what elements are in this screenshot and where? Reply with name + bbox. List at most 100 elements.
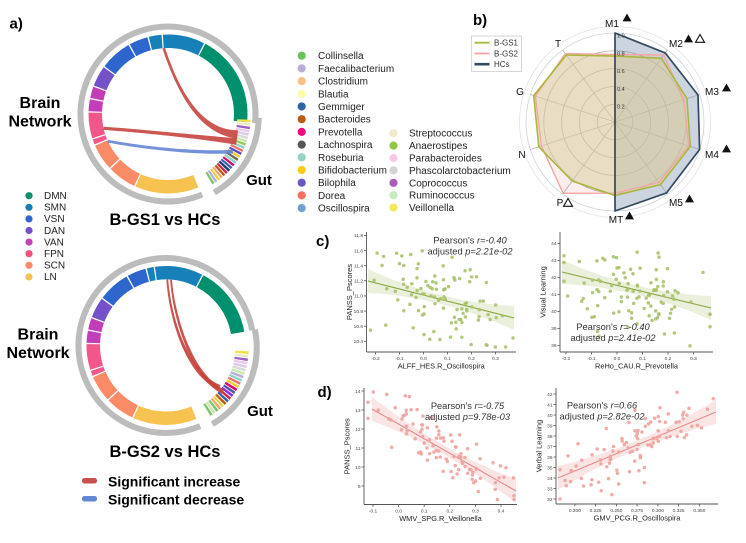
svg-text:Anaerostipes: Anaerostipes [409,141,467,152]
svg-text:40: 40 [547,413,553,419]
svg-text:42: 42 [551,275,557,281]
svg-text:44: 44 [551,241,557,247]
svg-text:Prevotella: Prevotella [318,127,363,138]
svg-text:0.250: 0.250 [610,508,622,514]
svg-text:SCN: SCN [44,261,65,272]
svg-text:Streptococcus: Streptococcus [409,129,472,140]
svg-text:Gemmiger: Gemmiger [318,102,365,113]
svg-text:B-GS1: B-GS1 [494,39,519,48]
svg-text:Coprococcus: Coprococcus [409,178,467,189]
svg-text:Oscillospira: Oscillospira [318,204,370,215]
svg-text:0.1: 0.1 [639,356,646,362]
svg-text:11: 11 [356,446,361,452]
svg-text:MT: MT [609,215,623,226]
svg-text:adjusted p=2.41e-02: adjusted p=2.41e-02 [570,333,656,343]
svg-text:Roseburia: Roseburia [318,153,364,164]
svg-text:c): c) [316,233,329,250]
svg-text:0.325: 0.325 [673,508,685,514]
svg-text:0.0: 0.0 [420,356,427,362]
svg-text:Clostridium: Clostridium [318,77,368,88]
svg-text:PANSS_Pscores: PANSS_Pscores [345,264,354,320]
svg-text:M1: M1 [605,19,619,30]
svg-text:-0.1: -0.1 [395,356,404,362]
svg-text:37: 37 [547,444,553,450]
svg-text:1.0: 1.0 [617,34,625,40]
svg-text:38: 38 [551,343,557,349]
svg-text:35: 35 [547,465,553,471]
svg-text:M3: M3 [705,87,719,98]
svg-text:10.4: 10.4 [354,339,364,345]
svg-text:0.6: 0.6 [617,69,625,75]
svg-text:0.3: 0.3 [690,356,697,362]
svg-text:T: T [555,39,561,50]
svg-text:10: 10 [355,465,361,471]
svg-text:G: G [516,87,524,98]
svg-text:36: 36 [547,455,553,461]
svg-text:0.0: 0.0 [614,356,621,362]
svg-text:Visual Learning: Visual Learning [539,266,548,318]
svg-text:0.4: 0.4 [498,509,505,515]
svg-text:M4: M4 [705,150,719,161]
svg-text:adjusted p=2.21e-02: adjusted p=2.21e-02 [427,247,513,257]
svg-text:Pearson's r=-0.40: Pearson's r=-0.40 [576,322,650,332]
svg-text:Blautia: Blautia [318,89,349,100]
svg-text:Network: Network [6,345,69,362]
svg-text:41: 41 [551,292,557,298]
svg-text:0.3: 0.3 [472,509,479,515]
svg-text:Significant increase: Significant increase [108,474,240,490]
svg-text:Lachnospira: Lachnospira [318,140,373,151]
svg-text:VSN: VSN [44,214,65,225]
svg-text:SMN: SMN [44,203,66,214]
svg-text:0.1: 0.1 [421,509,428,515]
svg-text:0.350: 0.350 [693,508,705,514]
svg-text:33: 33 [547,486,553,492]
svg-text:LN: LN [44,272,57,283]
svg-text:11.8: 11.8 [354,233,363,239]
svg-text:11.4: 11.4 [354,263,363,269]
svg-text:Network: Network [8,114,71,131]
svg-text:0.225: 0.225 [590,508,602,514]
svg-text:0.2: 0.2 [617,105,625,111]
svg-text:Pearson's r=0.66: Pearson's r=0.66 [567,401,638,411]
svg-text:-0.1: -0.1 [587,356,596,362]
svg-text:Collinsella: Collinsella [318,51,364,62]
svg-text:Verbal Learning: Verbal Learning [535,420,544,473]
svg-text:10.8: 10.8 [354,309,364,315]
svg-text:WMV_SPG.R_Veillonella: WMV_SPG.R_Veillonella [399,514,482,523]
svg-text:M2: M2 [669,39,683,50]
svg-text:Phascolarctobacterium: Phascolarctobacterium [409,166,511,177]
svg-text:Gut: Gut [247,403,273,420]
svg-text:GMV_PCG.R_Oscillospira: GMV_PCG.R_Oscillospira [594,514,682,523]
svg-text:0.8: 0.8 [617,51,625,57]
svg-text:0.4: 0.4 [617,87,625,93]
svg-text:-0.2: -0.2 [562,356,571,362]
svg-text:-0.2: -0.2 [371,356,380,362]
svg-text:34: 34 [547,476,553,482]
svg-text:0.0: 0.0 [395,509,402,515]
svg-text:d): d) [318,384,332,401]
svg-text:Dorea: Dorea [318,191,346,202]
svg-text:Bilophila: Bilophila [318,178,356,189]
svg-text:Parabacteroides: Parabacteroides [409,154,482,165]
svg-text:41: 41 [547,402,553,408]
svg-text:DMN: DMN [44,191,67,202]
svg-text:0.2: 0.2 [468,356,475,362]
svg-text:b): b) [473,12,487,29]
svg-text:0.1: 0.1 [444,356,451,362]
svg-text:14: 14 [355,389,361,395]
svg-text:B-GS2: B-GS2 [494,49,519,58]
svg-text:B-GS1 vs HCs: B-GS1 vs HCs [110,211,221,229]
svg-text:0.2: 0.2 [446,509,453,515]
svg-text:32: 32 [547,497,553,503]
svg-text:0.300: 0.300 [652,508,664,514]
svg-text:a): a) [10,16,23,33]
svg-text:ALFF_HES.R_Oscillospira: ALFF_HES.R_Oscillospira [398,362,486,371]
svg-text:11.6: 11.6 [354,248,363,254]
svg-text:0.200: 0.200 [569,508,581,514]
svg-text:PANSS_Pscores: PANSS_Pscores [343,418,352,474]
svg-text:Pearson's r=-0.40: Pearson's r=-0.40 [433,236,507,246]
svg-text:43: 43 [551,258,557,264]
svg-text:9: 9 [358,484,361,490]
svg-text:Pearson's r=-0.75: Pearson's r=-0.75 [431,401,505,411]
svg-text:39: 39 [551,326,557,332]
